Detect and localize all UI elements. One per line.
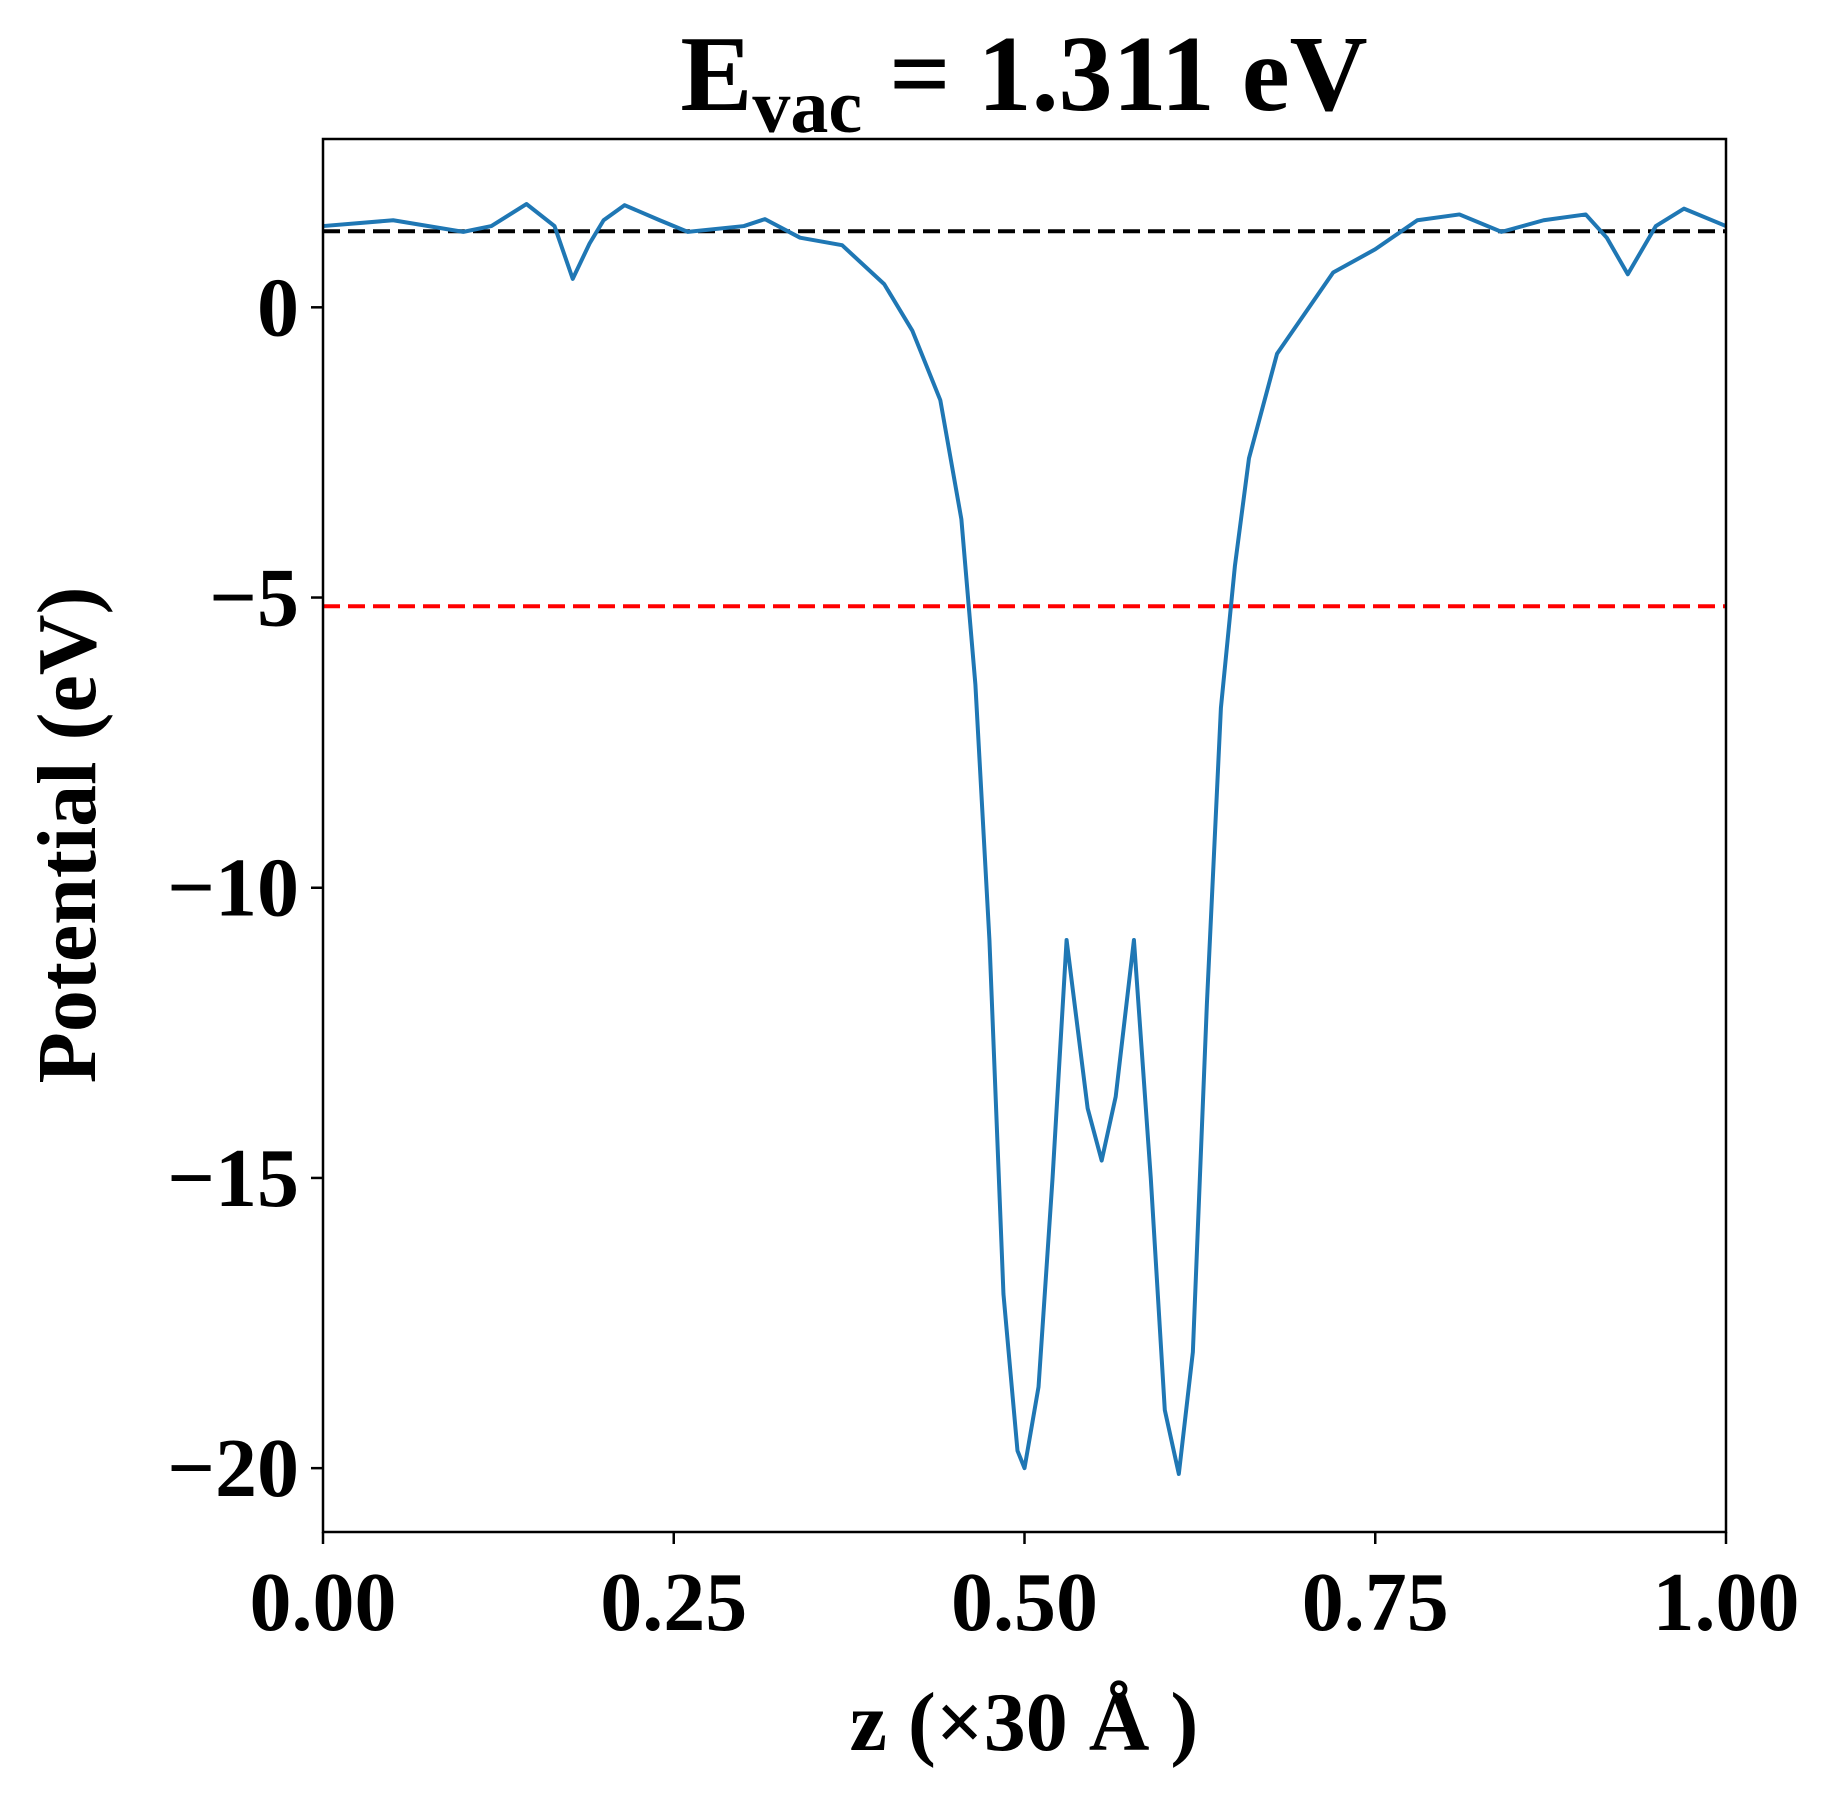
y-tick-label: 0 xyxy=(257,261,299,354)
data-line xyxy=(322,202,1727,1476)
x-tick-label: 0.00 xyxy=(250,1556,397,1649)
x-tick-label: 0.25 xyxy=(600,1556,747,1649)
chart-title: Evac = 1.311 eV xyxy=(680,15,1367,149)
y-tick-label: −20 xyxy=(167,1422,299,1515)
y-tick-label: −15 xyxy=(167,1132,299,1225)
x-tick-label: 1.00 xyxy=(1653,1556,1800,1649)
title-sub: vac xyxy=(752,65,862,149)
title-main: E xyxy=(680,15,752,134)
x-tick-label: 0.50 xyxy=(951,1556,1098,1649)
y-axis-label: Potential (eV) xyxy=(21,587,114,1084)
plot-frame xyxy=(321,137,1728,1534)
x-tick-label: 0.75 xyxy=(1302,1556,1449,1649)
y-tick-label: −10 xyxy=(167,842,299,935)
y-tick-label: −5 xyxy=(209,552,299,645)
x-axis-label: z (×30 Å ) xyxy=(850,1676,1199,1769)
title-rest: = 1.311 eV xyxy=(862,15,1368,134)
